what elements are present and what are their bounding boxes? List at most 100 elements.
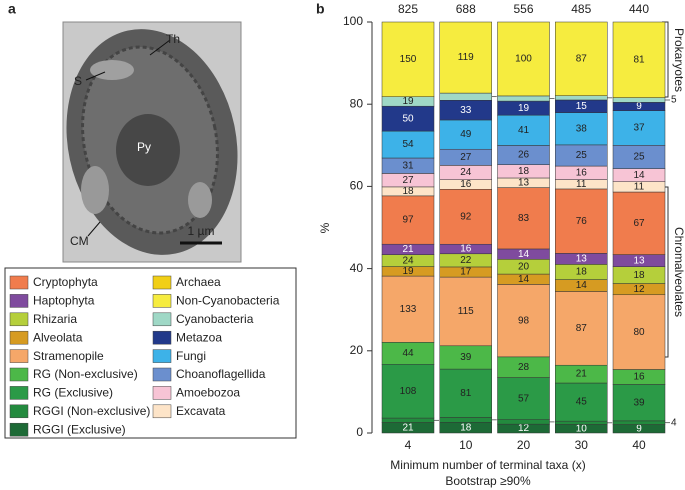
bar-segment — [439, 417, 492, 423]
value-label: 57 — [518, 393, 530, 404]
value-label: 16 — [460, 179, 472, 190]
legend-swatch — [152, 275, 172, 290]
legend-swatch — [152, 404, 172, 419]
value-label: 25 — [576, 150, 588, 161]
value-label: 14 — [633, 170, 645, 181]
legend-label: Amoebozoa — [176, 386, 240, 400]
value-label: 39 — [633, 397, 645, 408]
value-label: 100 — [515, 54, 532, 65]
starch — [90, 60, 134, 80]
panel-label: a — [8, 1, 16, 17]
legend-swatch — [152, 386, 172, 400]
bar-segment — [497, 377, 550, 420]
value-label: 15 — [576, 101, 588, 112]
legend-label: Choanoflagellida — [176, 367, 266, 381]
value-label: 81 — [633, 54, 645, 65]
legend-swatch — [152, 330, 172, 345]
total-label: 440 — [629, 2, 649, 16]
value-label: 54 — [402, 139, 414, 150]
y-tick-label: 40 — [350, 261, 364, 275]
image-label: Th — [166, 32, 180, 46]
group-annotation: Chromalveolates — [672, 227, 685, 317]
legend-label: Rhizaria — [33, 312, 77, 326]
total-label: 825 — [398, 2, 418, 16]
value-label: 19 — [518, 103, 530, 114]
value-label: 26 — [518, 150, 530, 161]
legend-swatch — [152, 294, 172, 308]
y-tick-label: 100 — [343, 14, 363, 28]
group-annotation: Prokaryotes — [672, 28, 685, 92]
legend-swatch — [9, 386, 29, 400]
legend-label: Alveolata — [33, 330, 83, 344]
bar-segment — [439, 276, 492, 347]
pyrenoid — [116, 114, 180, 186]
micrograph: Th S Py CM 1 µm — [62, 21, 242, 263]
panel-label: b — [316, 1, 325, 17]
value-label: 18 — [576, 267, 588, 278]
bar-segment — [381, 275, 435, 343]
x-tick-label: 20 — [517, 438, 531, 452]
value-label: 11 — [576, 179, 587, 190]
bar-segment — [497, 187, 550, 250]
image-label: Py — [137, 140, 151, 154]
legend-box — [4, 267, 297, 439]
x-tick-label: 30 — [575, 438, 589, 452]
value-label: 24 — [402, 255, 414, 266]
value-label: 18 — [460, 422, 472, 433]
value-label: 87 — [576, 54, 588, 65]
pointer — [87, 221, 101, 237]
bar-segment — [439, 92, 492, 101]
bar-segment — [612, 21, 666, 98]
legend-label: RG (Exclusive) — [33, 386, 113, 400]
value-label: 9 — [636, 423, 642, 434]
value-label: 12 — [633, 284, 645, 295]
legend-label: Stramenopile — [33, 349, 104, 363]
value-label: 87 — [576, 323, 588, 334]
bar-segment — [555, 382, 608, 422]
value-label: 76 — [576, 216, 588, 227]
y-axis-title: % — [318, 222, 332, 233]
value-label: 9 — [636, 101, 642, 112]
bar-segment — [555, 112, 608, 146]
legend-label: Fungi — [176, 349, 206, 363]
value-label: 39 — [460, 352, 472, 363]
value-label: 41 — [518, 125, 530, 136]
image-label: S — [74, 74, 82, 88]
value-label: 45 — [576, 397, 588, 408]
x-tick-label: 40 — [632, 438, 646, 452]
bar-segment — [381, 195, 435, 245]
legend-swatch — [9, 349, 29, 363]
value-label: 44 — [402, 348, 414, 359]
scale-label: 1 µm — [188, 224, 215, 238]
value-label: 21 — [402, 422, 414, 433]
bar-segment — [497, 21, 550, 97]
bar-segment — [612, 420, 666, 425]
value-label: 31 — [402, 160, 414, 171]
bar-segment — [555, 188, 608, 254]
bar-segment — [612, 110, 666, 146]
value-label: 108 — [400, 386, 417, 397]
bar-segment — [555, 21, 608, 96]
bar-segment — [612, 384, 666, 422]
value-label: 4 — [671, 417, 677, 428]
value-label: 20 — [518, 261, 530, 272]
bar-segment — [555, 420, 608, 425]
value-label: 14 — [518, 274, 530, 285]
y-tick-label: 80 — [350, 96, 364, 110]
bar-segment — [497, 284, 550, 358]
value-label: 18 — [633, 270, 645, 281]
value-label: 25 — [633, 152, 645, 163]
legend-label: Archaea — [176, 275, 221, 289]
pointer — [149, 39, 171, 56]
legend-swatch — [9, 294, 29, 308]
bar-segment — [381, 130, 435, 159]
image-label: CM — [70, 234, 89, 248]
value-label: 24 — [460, 167, 472, 178]
value-label: 98 — [518, 315, 530, 326]
value-label: 19 — [402, 266, 414, 277]
value-label: 119 — [458, 52, 474, 63]
value-label: 16 — [633, 372, 645, 383]
value-label: 115 — [458, 306, 474, 317]
value-label: 67 — [633, 218, 645, 229]
